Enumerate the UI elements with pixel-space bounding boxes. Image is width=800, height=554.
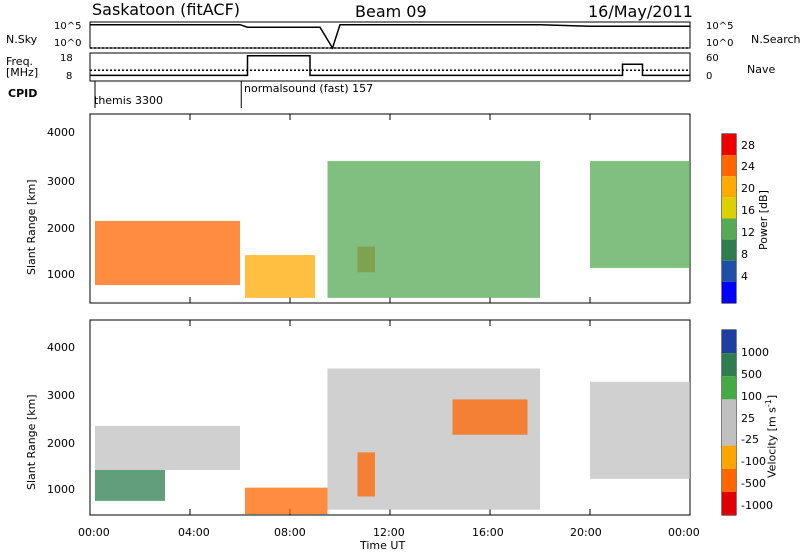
power-cb-tick-24: 24 bbox=[741, 160, 755, 173]
power-cb-tick-28: 28 bbox=[741, 139, 755, 152]
vel-cb-tick-1000: 1000 bbox=[741, 346, 769, 359]
nsky-label: N.Sky bbox=[6, 33, 38, 46]
power-cb-tick-8: 8 bbox=[741, 248, 748, 261]
nsearch-tick-bottom: 10^0 bbox=[706, 38, 734, 49]
xtick-1: 04:00 bbox=[178, 526, 210, 539]
vel-cb-tick-m100: -100 bbox=[741, 455, 766, 468]
velocity-ytick-3000: 3000 bbox=[47, 389, 75, 402]
power-colorbar-cell bbox=[722, 260, 736, 282]
power-colorbar-cell bbox=[722, 155, 736, 177]
xtick-5: 20:00 bbox=[570, 526, 602, 539]
velocity-region-3 bbox=[95, 470, 165, 501]
velocity-colorbar-cell bbox=[722, 376, 736, 400]
freq-tick-top: 18 bbox=[60, 53, 73, 64]
nsky-tick-top: 10^5 bbox=[54, 21, 82, 32]
cpid-mode-2: normalsound (fast) 157 bbox=[244, 82, 374, 95]
power-region-1 bbox=[245, 255, 315, 298]
power-cb-tick-16: 16 bbox=[741, 204, 755, 217]
freq-series-line bbox=[90, 55, 690, 77]
power-colorbar-cell bbox=[722, 197, 736, 219]
freq-label-1: Freq. bbox=[6, 55, 34, 68]
power-colorbar-cell bbox=[722, 176, 736, 198]
power-region-3 bbox=[327, 161, 540, 298]
velocity-ytick-1000: 1000 bbox=[47, 483, 75, 496]
nave-label: Nave bbox=[747, 63, 776, 76]
power-ytick-3000: 3000 bbox=[47, 175, 75, 188]
vel-cb-tick-m1000: -1000 bbox=[741, 499, 773, 512]
power-colorbar-cell bbox=[722, 218, 736, 240]
beam-title: Beam 09 bbox=[355, 2, 427, 21]
nave-tick-top: 60 bbox=[706, 53, 719, 64]
power-ytick-4000: 4000 bbox=[47, 126, 75, 139]
xtick-0: 00:00 bbox=[78, 526, 110, 539]
power-colorbar-cell bbox=[722, 239, 736, 261]
power-cb-tick-12: 12 bbox=[741, 226, 755, 239]
power-region-4 bbox=[590, 161, 690, 268]
velocity-region-4 bbox=[245, 487, 328, 515]
cpid-label: CPID bbox=[8, 87, 38, 100]
freq-tick-bottom: 8 bbox=[66, 71, 73, 82]
velocity-region-5 bbox=[357, 452, 375, 497]
nsearch-label: N.Search bbox=[751, 33, 800, 46]
vel-cb-tick-100: 100 bbox=[741, 390, 762, 403]
vel-cb-tick-25: 25 bbox=[741, 412, 755, 425]
power-ytick-1000: 1000 bbox=[47, 268, 75, 281]
xaxis-label: Time UT bbox=[360, 539, 406, 552]
xtick-2: 08:00 bbox=[274, 526, 306, 539]
nave-tick-bottom: 0 bbox=[706, 71, 713, 82]
nsky-tick-bottom: 10^0 bbox=[54, 38, 82, 49]
vel-cb-tick-500: 500 bbox=[741, 368, 762, 381]
velocity-colorbar-cell bbox=[722, 445, 736, 469]
velocity-colorbar-cell bbox=[722, 422, 736, 446]
freq-label-2: [MHz] bbox=[6, 66, 39, 79]
velocity-colorbar-cell bbox=[722, 491, 736, 515]
xtick-4: 16:00 bbox=[472, 526, 504, 539]
cpid-mode-1: themis 3300 bbox=[94, 94, 164, 107]
power-region-0 bbox=[95, 220, 240, 286]
power-colorbar-cell bbox=[722, 281, 736, 303]
nsky-series-line bbox=[90, 23, 690, 50]
velocity-region-0 bbox=[95, 425, 240, 470]
vel-cb-tick-m25: -25 bbox=[741, 433, 759, 446]
xtick-3: 12:00 bbox=[373, 526, 405, 539]
velocity-colorbar-cell bbox=[722, 330, 736, 354]
date-title: 16/May/2011 bbox=[588, 2, 693, 21]
xtick-6: 00:00 bbox=[668, 526, 700, 539]
velocity-colorbar-cell bbox=[722, 399, 736, 423]
velocity-ytick-2000: 2000 bbox=[47, 437, 75, 450]
velocity-region-2 bbox=[590, 381, 690, 479]
velocity-colorbar-cell bbox=[722, 353, 736, 377]
vel-cb-tick-m500: -500 bbox=[741, 477, 766, 490]
velocity-region-6 bbox=[452, 399, 528, 435]
power-cb-tick-4: 4 bbox=[741, 270, 748, 283]
station-title: Saskatoon (fitACF) bbox=[92, 0, 241, 19]
velocity-ytick-4000: 4000 bbox=[47, 341, 75, 354]
power-ytick-2000: 2000 bbox=[47, 222, 75, 235]
power-cb-tick-20: 20 bbox=[741, 182, 755, 195]
nsearch-tick-top: 10^5 bbox=[706, 21, 734, 32]
velocity-colorbar-cell bbox=[722, 468, 736, 492]
power-colorbar-cell bbox=[722, 134, 736, 156]
freq-frame bbox=[89, 52, 691, 82]
